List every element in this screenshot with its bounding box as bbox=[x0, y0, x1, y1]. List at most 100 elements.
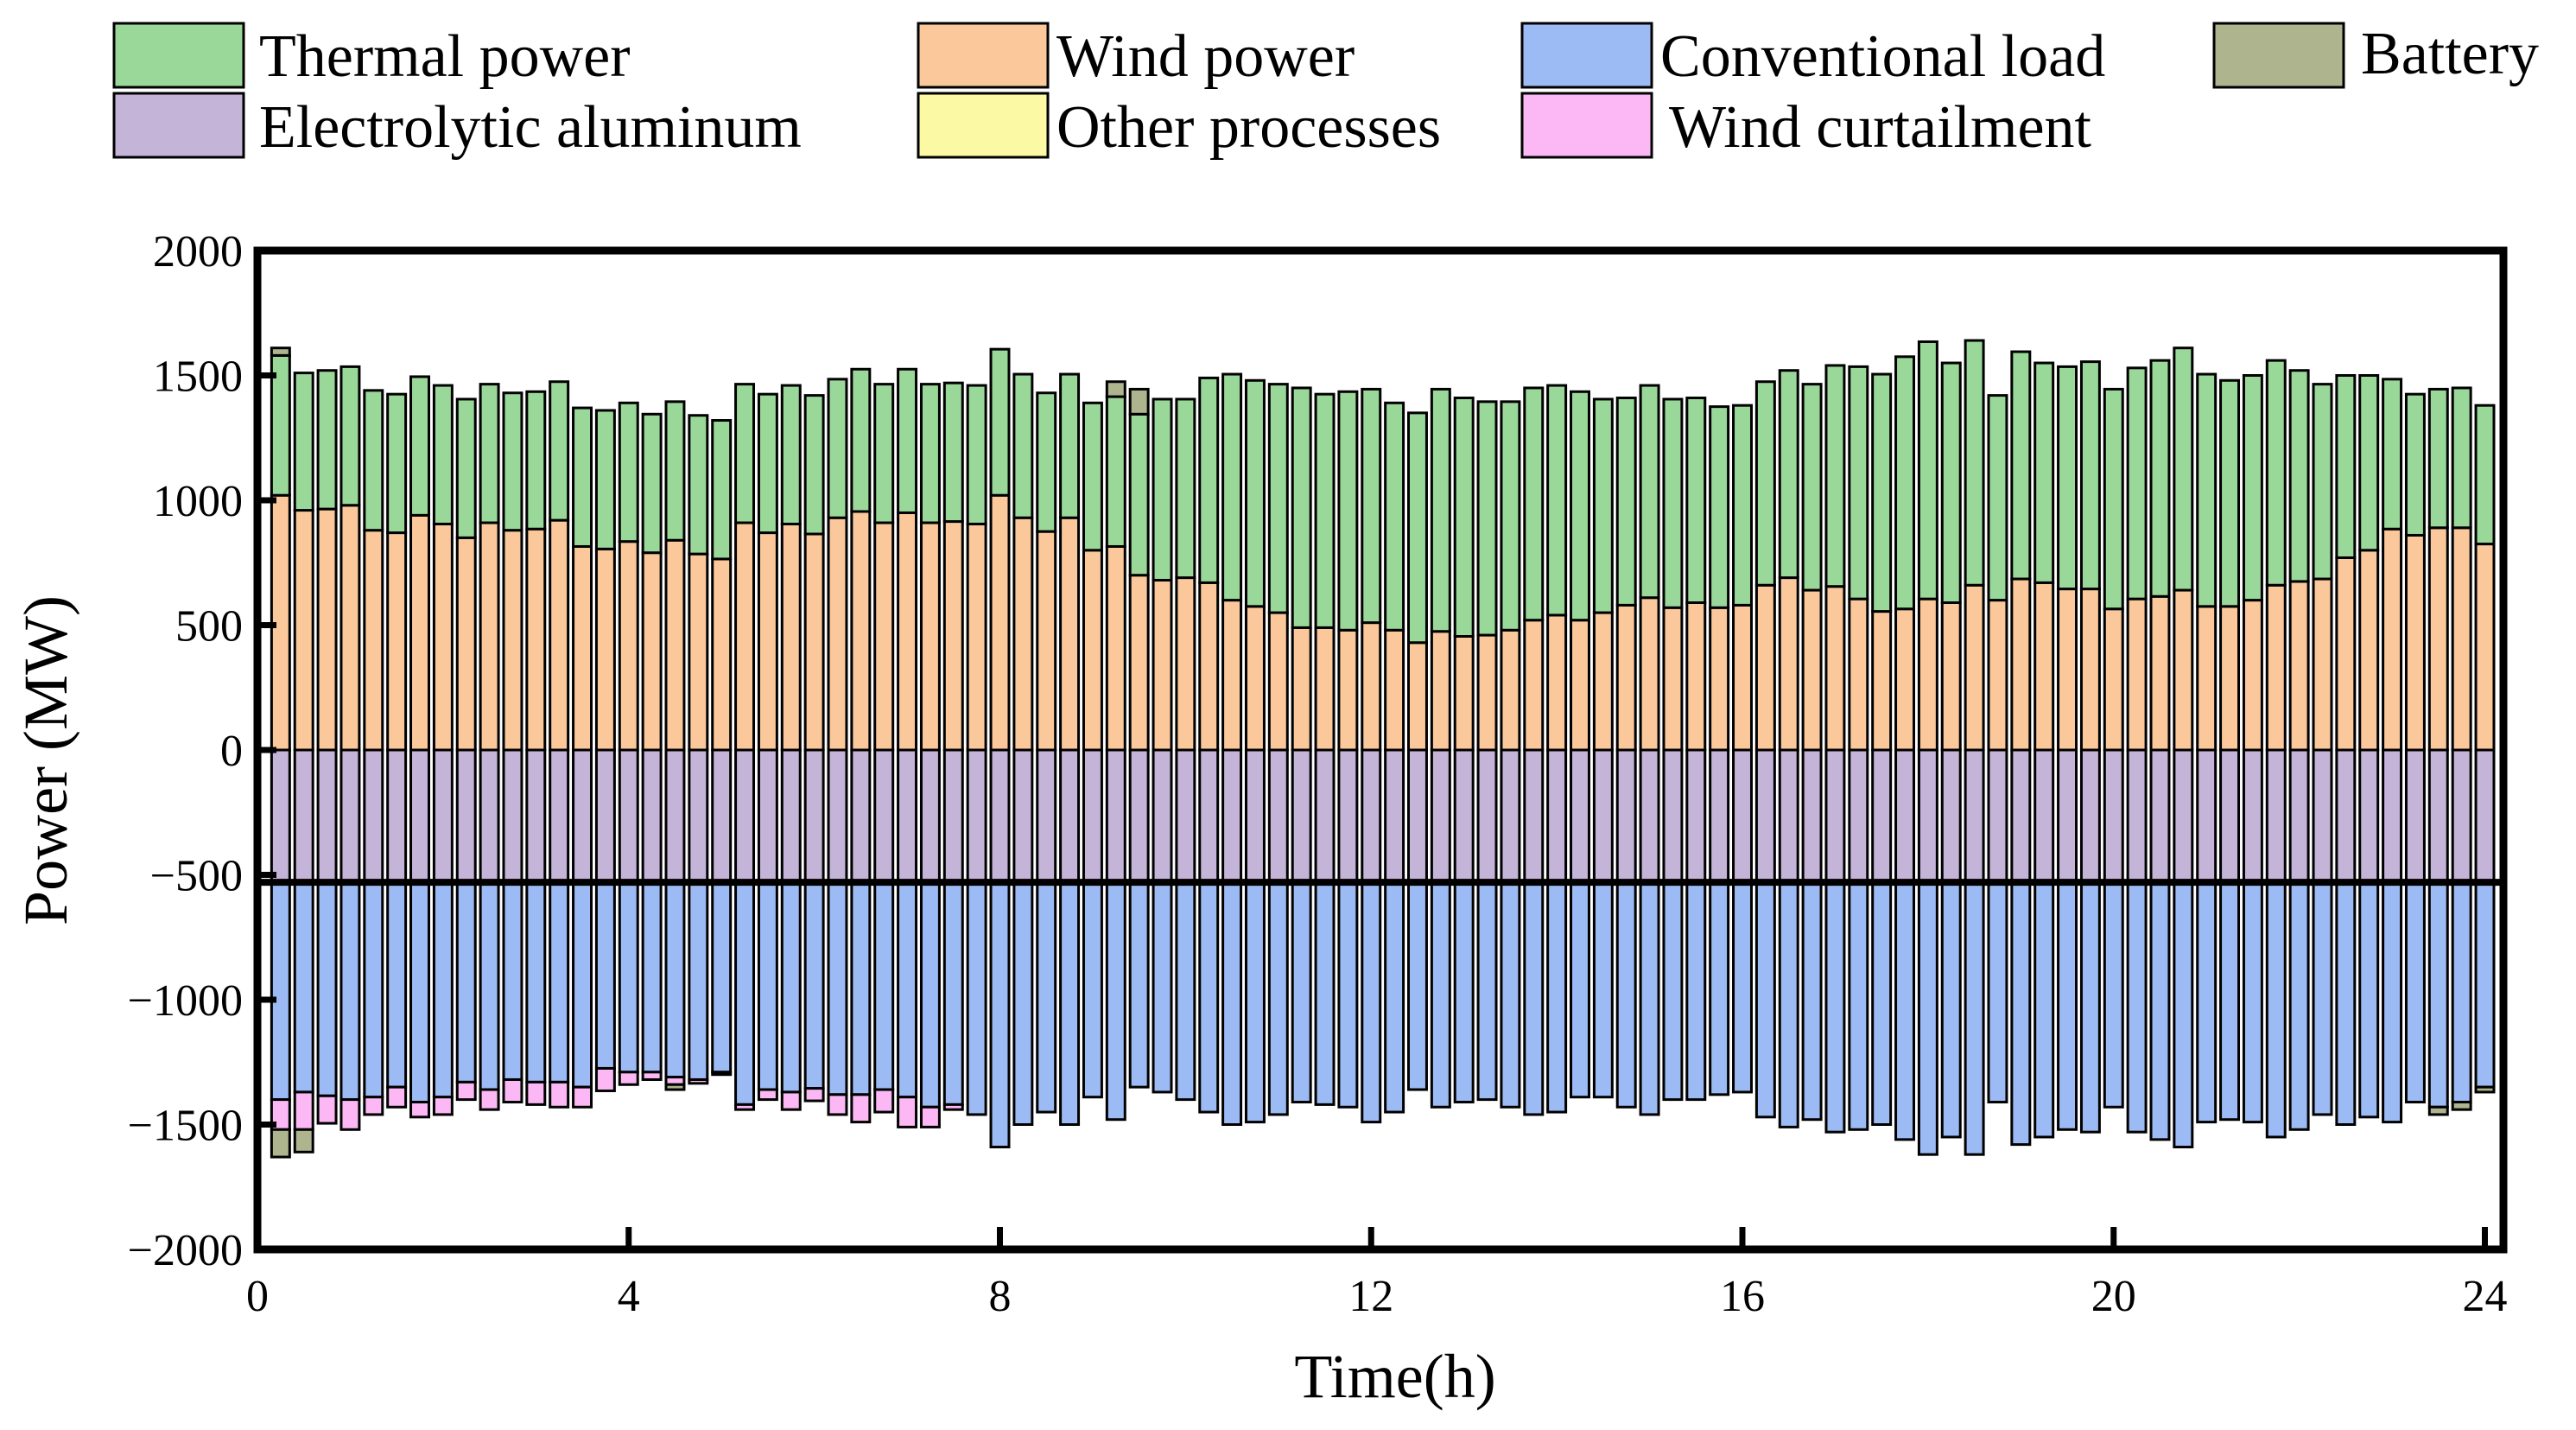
bar-conventional-load bbox=[1709, 880, 1730, 1096]
bar-thermal bbox=[1430, 387, 1451, 633]
bar-thermal bbox=[2427, 387, 2449, 530]
bar-thermal bbox=[1570, 390, 1590, 622]
bar-thermal bbox=[2474, 404, 2496, 546]
bar-electrolytic-aluminum bbox=[1894, 748, 1916, 884]
bar-electrolytic-aluminum bbox=[1987, 748, 2008, 884]
bar-conventional-load bbox=[1546, 880, 1568, 1114]
bar-conventional-load bbox=[2242, 880, 2263, 1124]
bar-wind bbox=[1221, 599, 1243, 752]
bar-stack bbox=[803, 394, 825, 1103]
bar-electrolytic-aluminum bbox=[1732, 748, 1753, 884]
bar-conventional-load bbox=[2149, 880, 2171, 1141]
bar-wind bbox=[1894, 607, 1916, 752]
bar-wind bbox=[1476, 633, 1498, 752]
bar-thermal bbox=[2242, 374, 2263, 602]
bar-electrolytic-aluminum bbox=[1570, 748, 1590, 884]
bar-electrolytic-aluminum bbox=[1059, 748, 1081, 884]
bar-stack bbox=[2103, 387, 2124, 1109]
bar-stack bbox=[850, 367, 872, 1124]
y-tick-label: 1500 bbox=[153, 353, 243, 402]
bar-stack bbox=[1639, 384, 1660, 1116]
bar-conventional-load bbox=[1871, 880, 1893, 1126]
bar-electrolytic-aluminum bbox=[2404, 748, 2426, 884]
y-tick-label: −500 bbox=[150, 852, 243, 901]
bar-wind-curtailment bbox=[641, 1071, 663, 1081]
bar-electrolytic-aluminum bbox=[1523, 748, 1545, 884]
bar-stack bbox=[339, 365, 361, 1131]
bar-conventional-load bbox=[1291, 880, 1312, 1103]
bar-stack bbox=[711, 419, 733, 1077]
bar-wind bbox=[339, 504, 361, 752]
y-tick-label: 2000 bbox=[153, 227, 243, 276]
bar-stack bbox=[1546, 384, 1568, 1114]
bar-thermal bbox=[386, 392, 408, 535]
bar-stack bbox=[1871, 372, 1893, 1126]
bar-stack bbox=[1175, 397, 1196, 1102]
bar-conventional-load bbox=[2173, 880, 2194, 1149]
bar-conventional-load bbox=[594, 880, 616, 1070]
bar-wind bbox=[2265, 583, 2287, 752]
bar-electrolytic-aluminum bbox=[502, 748, 523, 884]
bar-stack bbox=[1709, 405, 1730, 1096]
x-axis-label: Time(h) bbox=[1294, 1342, 1495, 1411]
bar-thermal bbox=[1128, 412, 1150, 577]
bar-stack bbox=[1732, 404, 1753, 1094]
bar-wind bbox=[2427, 526, 2449, 752]
x-tick-label: 8 bbox=[989, 1272, 1012, 1321]
bar-stack bbox=[664, 400, 686, 1091]
bar-wind bbox=[1012, 516, 1034, 752]
bar-electrolytic-aluminum bbox=[1361, 748, 1382, 884]
bar-thermal bbox=[1917, 340, 1938, 601]
bar-stack bbox=[1314, 392, 1336, 1106]
bar-wind bbox=[942, 520, 964, 752]
bar-stack bbox=[572, 406, 593, 1109]
bar-electrolytic-aluminum bbox=[780, 748, 802, 884]
bar-wind bbox=[734, 521, 756, 752]
bar-stack bbox=[1291, 386, 1312, 1103]
bar-conventional-load bbox=[873, 880, 895, 1091]
bar-electrolytic-aluminum bbox=[688, 748, 709, 884]
bar-thermal bbox=[1314, 392, 1336, 629]
bar-stack bbox=[2427, 387, 2449, 1116]
bar-electrolytic-aluminum bbox=[1453, 748, 1475, 884]
bar-conventional-load bbox=[688, 880, 709, 1081]
bar-electrolytic-aluminum bbox=[2427, 748, 2449, 884]
bar-conventional-load bbox=[1639, 880, 1660, 1116]
bar-wind bbox=[1685, 601, 1707, 752]
bar-electrolytic-aluminum bbox=[2474, 748, 2496, 884]
bar-thermal bbox=[572, 406, 593, 548]
bar-thermal bbox=[2079, 360, 2101, 591]
bar-electrolytic-aluminum bbox=[363, 748, 384, 884]
bar-electrolytic-aluminum bbox=[1592, 748, 1614, 884]
bar-wind bbox=[1940, 601, 1962, 752]
bar-conventional-load bbox=[1987, 880, 2008, 1103]
bar-conventional-load bbox=[2404, 880, 2426, 1103]
x-tick-label: 16 bbox=[1720, 1272, 1765, 1321]
bar-electrolytic-aluminum bbox=[409, 748, 430, 884]
bar-stack bbox=[2079, 360, 2101, 1134]
bar-wind-curtailment bbox=[525, 1080, 547, 1106]
bar-conventional-load bbox=[1337, 880, 1359, 1109]
bar-thermal bbox=[1221, 372, 1243, 602]
bar-thermal bbox=[2335, 374, 2357, 559]
bar-conventional-load bbox=[2382, 880, 2403, 1124]
bar-conventional-load bbox=[1012, 880, 1034, 1126]
bar-wind bbox=[1361, 621, 1382, 752]
bar-electrolytic-aluminum bbox=[2103, 748, 2124, 884]
bar-thermal bbox=[1778, 369, 1799, 580]
bar-thermal bbox=[2451, 386, 2472, 530]
bar-stack bbox=[2242, 374, 2263, 1124]
bar-stack bbox=[363, 389, 384, 1116]
bar-stack bbox=[1012, 372, 1034, 1126]
bar-electrolytic-aluminum bbox=[2219, 748, 2241, 884]
bar-thermal bbox=[1337, 390, 1359, 632]
bar-stack bbox=[316, 369, 338, 1125]
bar-electrolytic-aluminum bbox=[734, 748, 756, 884]
bar-electrolytic-aluminum bbox=[455, 748, 477, 884]
bar-wind bbox=[1384, 628, 1405, 752]
bar-thermal bbox=[594, 409, 616, 550]
bar-wind bbox=[2010, 577, 2032, 752]
bar-wind bbox=[2242, 599, 2263, 752]
bar-stack bbox=[1592, 397, 1614, 1099]
